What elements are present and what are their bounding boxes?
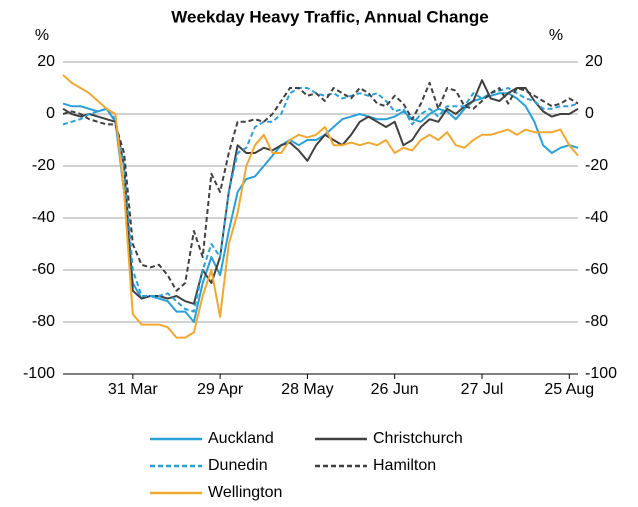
y2-tick-label: -80 — [585, 313, 608, 330]
x-tick-label: 25 Aug — [544, 381, 594, 398]
y2-tick-label: 0 — [585, 105, 594, 122]
x-tick-label: 27 Jul — [461, 381, 504, 398]
chart-title: Weekday Heavy Traffic, Annual Change — [171, 7, 488, 26]
y-axis-label: % — [35, 27, 49, 44]
y-tick-label: -40 — [32, 209, 55, 226]
y-tick-label: 0 — [46, 105, 55, 122]
y2-tick-label: -60 — [585, 261, 608, 278]
y-tick-label: -100 — [23, 365, 55, 382]
y-tick-label: -20 — [32, 157, 55, 174]
y2-tick-label: -100 — [585, 365, 617, 382]
y-tick-label: 20 — [37, 53, 55, 70]
legend-label: Auckland — [208, 430, 274, 447]
legend-label: Christchurch — [373, 430, 463, 447]
x-tick-label: 26 Jun — [371, 381, 419, 398]
legend-label: Hamilton — [373, 457, 436, 474]
y2-axis-label: % — [549, 27, 563, 44]
x-tick-label: 28 May — [281, 381, 333, 398]
series-line — [62, 92, 579, 323]
legend-label: Dunedin — [208, 457, 268, 474]
y-tick-label: -60 — [32, 261, 55, 278]
series-line — [62, 87, 579, 313]
series-line — [62, 79, 579, 305]
legend-label: Wellington — [208, 484, 282, 501]
y2-tick-label: -40 — [585, 209, 608, 226]
x-tick-label: 31 Mar — [108, 381, 158, 398]
series-line — [62, 81, 579, 292]
x-tick-label: 29 Apr — [197, 381, 244, 398]
y-tick-label: -80 — [32, 313, 55, 330]
y2-tick-label: 20 — [585, 53, 603, 70]
y2-tick-label: -20 — [585, 157, 608, 174]
series-line — [62, 74, 579, 339]
